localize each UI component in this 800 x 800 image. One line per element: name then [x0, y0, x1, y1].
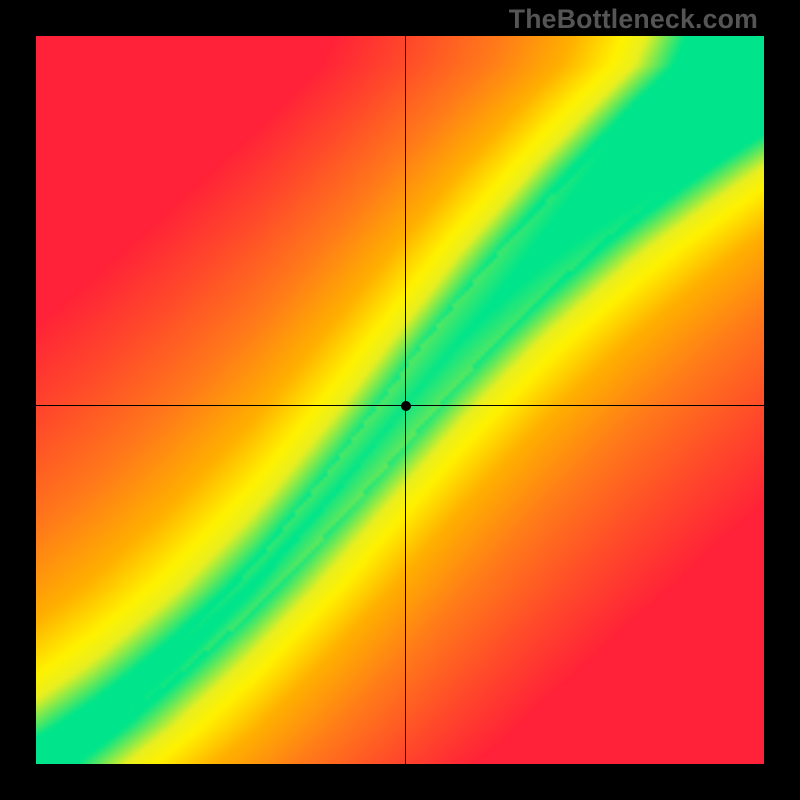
watermark-label: TheBottleneck.com: [509, 4, 758, 35]
heatmap-canvas: [36, 36, 764, 764]
outer-frame: TheBottleneck.com: [0, 0, 800, 800]
operating-point-marker: [401, 401, 411, 411]
plot-area: [36, 36, 764, 764]
